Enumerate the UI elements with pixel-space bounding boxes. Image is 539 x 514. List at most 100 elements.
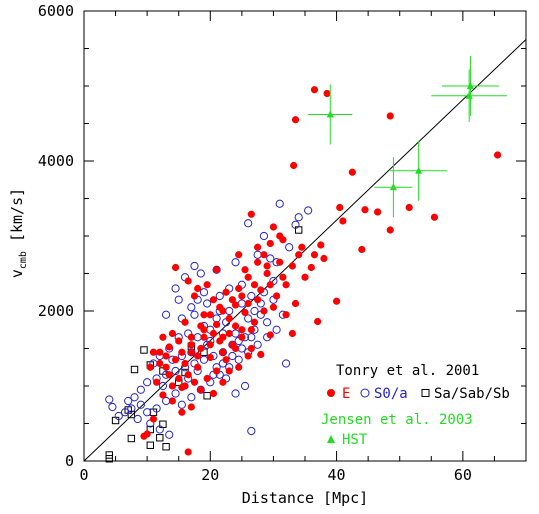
legend-hst-label: HST: [342, 432, 368, 448]
data-point-e: [298, 243, 306, 251]
data-point-e: [184, 448, 192, 456]
data-point-s0a: [133, 414, 142, 424]
data-point-e: [162, 363, 170, 371]
data-point-e: [323, 89, 331, 98]
x-axis-title: Distance [Mpc]: [242, 489, 368, 507]
data-point-s0a: [187, 393, 196, 402]
svg-text:vcmb [km/s]: vcmb [km/s]: [8, 188, 29, 278]
y-axis-title-unit: [km/s]: [8, 188, 26, 242]
data-point-s0a: [294, 213, 303, 222]
data-point-s0a: [161, 310, 171, 319]
data-point-e: [332, 297, 341, 305]
data-point-hst: [466, 82, 475, 89]
data-point-e: [244, 299, 252, 308]
data-point-e: [405, 203, 413, 212]
data-point-e: [276, 232, 284, 240]
data-point-s0a: [247, 291, 256, 301]
data-point-s0a: [190, 261, 199, 271]
data-point-e: [288, 262, 296, 270]
data-point-s0a: [228, 351, 237, 361]
data-point-e: [266, 331, 274, 339]
data-point-s0a: [171, 284, 180, 293]
data-point-e: [361, 206, 369, 214]
data-point-s0a: [143, 408, 152, 417]
data-point-s0a: [152, 404, 161, 413]
data-point-s0a: [247, 426, 256, 436]
data-point-e: [216, 303, 224, 311]
data-point-e: [194, 352, 202, 360]
data-point-e: [336, 203, 344, 212]
data-point-e: [175, 337, 183, 345]
data-point-s0a: [263, 318, 272, 327]
data-point-sa: [146, 441, 155, 449]
data-point-e: [156, 359, 164, 368]
data-point-e: [203, 374, 211, 383]
data-point-e: [184, 371, 192, 379]
data-point-e: [257, 350, 265, 359]
data-point-s0a: [247, 333, 256, 342]
data-point-e: [168, 329, 176, 338]
data-point-e: [206, 353, 214, 362]
data-point-e: [187, 348, 195, 356]
data-point-e: [181, 382, 189, 390]
data-point-s0a: [253, 340, 262, 349]
data-point-e: [310, 86, 319, 94]
data-point-e: [228, 296, 236, 304]
data-point-e: [171, 356, 180, 364]
data-point-e: [348, 168, 356, 176]
data-point-s0a: [203, 299, 212, 308]
data-point-s0a: [199, 355, 209, 364]
y-axis-title-main: v: [8, 269, 26, 278]
data-point-e: [272, 292, 281, 300]
data-point-e: [168, 382, 176, 390]
data-point-s0a: [250, 306, 259, 316]
data-point-s0a: [231, 389, 240, 398]
data-point-e: [153, 378, 161, 386]
legend-s0-marker: [360, 388, 370, 398]
data-point-e: [235, 284, 243, 293]
data-point-e: [288, 329, 296, 338]
data-point-s0a: [143, 378, 152, 387]
data-point-e: [194, 363, 202, 371]
data-point-sa: [203, 392, 211, 400]
data-point-e: [162, 352, 170, 360]
data-point-e: [493, 151, 502, 159]
data-point-sa: [156, 434, 164, 442]
data-point-e: [197, 322, 205, 330]
data-point-e: [225, 329, 233, 338]
data-point-e: [197, 386, 205, 394]
data-point-e: [241, 266, 249, 274]
data-point-e: [266, 239, 274, 248]
x-tick-label: 60: [454, 466, 472, 484]
data-point-e: [231, 301, 240, 309]
data-point-e: [317, 241, 325, 249]
data-point-s0a: [193, 333, 202, 342]
data-point-s0a: [304, 206, 313, 215]
data-point-s0a: [266, 254, 275, 263]
data-point-e: [194, 284, 202, 293]
data-point-e: [282, 281, 290, 289]
data-point-e: [200, 311, 208, 319]
data-point-e: [209, 296, 218, 304]
data-point-sa: [105, 455, 113, 463]
legend-e-label: E: [342, 386, 350, 402]
legend-hst-marker: [327, 435, 335, 443]
data-point-e: [165, 371, 173, 379]
data-point-hst: [326, 110, 334, 118]
data-point-e: [175, 374, 183, 383]
data-point-e: [222, 288, 230, 296]
data-point-e: [339, 217, 347, 225]
data-point-e: [159, 333, 167, 341]
data-point-e: [263, 262, 271, 270]
data-point-s0a: [105, 395, 114, 404]
data-point-s0a: [281, 359, 291, 368]
data-point-s0a: [237, 344, 246, 353]
data-point-s0a: [259, 231, 269, 241]
legend: Tonry et al. 2001 E S0/a Sa/Sab/Sb Jense…: [321, 363, 510, 448]
data-point-s0a: [240, 381, 250, 391]
legend-e-marker: [327, 389, 335, 397]
data-point-e: [254, 258, 262, 266]
data-point-s0a: [136, 385, 145, 394]
data-point-hst: [389, 183, 397, 191]
data-point-e: [159, 391, 167, 399]
